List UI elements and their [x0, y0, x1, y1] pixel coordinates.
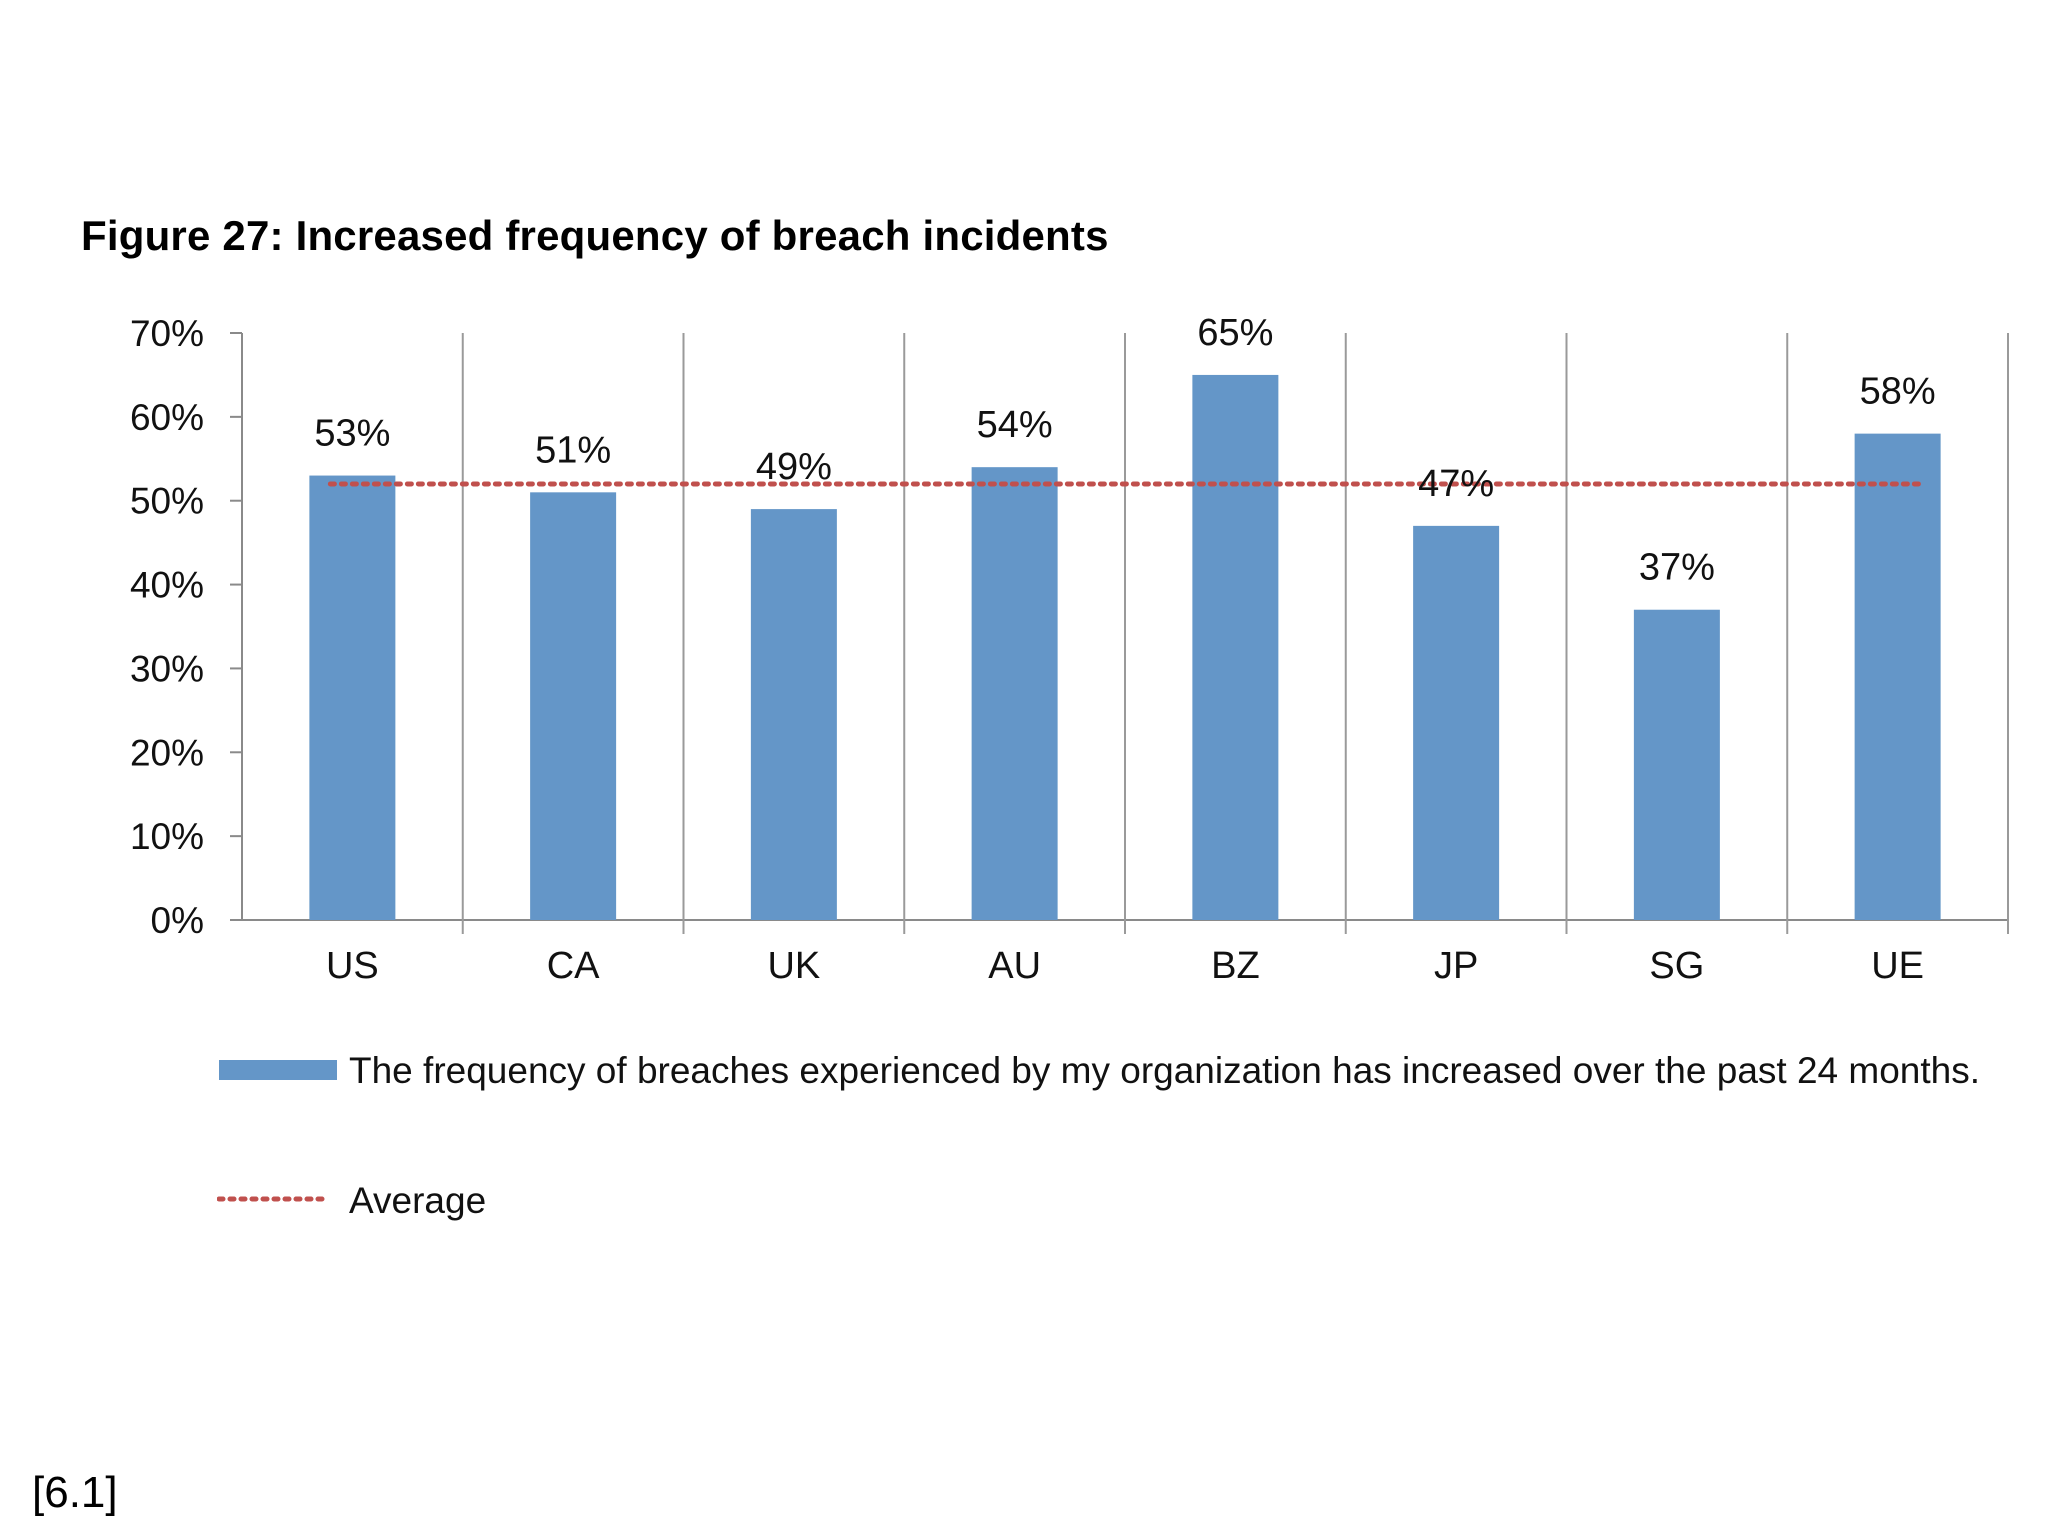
y-tick-label: 40% — [130, 565, 204, 606]
legend-series-label: The frequency of breaches experienced by… — [349, 1050, 1980, 1091]
y-tick-label: 50% — [130, 481, 204, 522]
footnote-reference: [6.1] — [32, 1468, 118, 1517]
bar-sg — [1633, 609, 1720, 920]
y-tick-label: 0% — [151, 900, 204, 941]
legend-average-label: Average — [349, 1180, 487, 1221]
bar-au — [971, 467, 1058, 920]
data-label-ca: 51% — [535, 429, 611, 471]
x-tick-label-us: US — [326, 945, 379, 987]
legend-bar-swatch — [219, 1060, 337, 1080]
data-label-uk: 49% — [756, 446, 832, 488]
y-tick-label: 20% — [130, 732, 204, 773]
data-label-ue: 58% — [1860, 371, 1936, 413]
x-tick-label-ue: UE — [1871, 945, 1924, 987]
legend-average-swatch — [217, 1196, 331, 1202]
bar-ca — [530, 492, 617, 920]
bar-uk — [750, 509, 837, 920]
y-tick-label: 60% — [130, 397, 204, 438]
bar-us — [309, 475, 396, 920]
x-tick-label-bz: BZ — [1211, 945, 1260, 987]
x-tick-label-sg: SG — [1649, 945, 1704, 987]
y-tick-label: 70% — [130, 313, 204, 354]
bar-ue — [1854, 433, 1941, 920]
data-label-au: 54% — [977, 404, 1053, 446]
x-tick-label-au: AU — [988, 945, 1041, 987]
x-tick-label-ca: CA — [547, 945, 600, 987]
data-label-us: 53% — [314, 413, 390, 455]
bar-jp — [1413, 525, 1500, 920]
x-tick-label-uk: UK — [767, 945, 820, 987]
bar-bz — [1192, 374, 1279, 920]
y-tick-label: 10% — [130, 816, 204, 857]
y-tick-label: 30% — [130, 648, 204, 689]
chart-title: Figure 27: Increased frequency of breach… — [81, 212, 1109, 259]
data-label-bz: 65% — [1197, 312, 1273, 354]
x-tick-label-jp: JP — [1434, 945, 1478, 987]
data-label-sg: 37% — [1639, 547, 1715, 589]
data-label-jp: 47% — [1418, 463, 1494, 505]
